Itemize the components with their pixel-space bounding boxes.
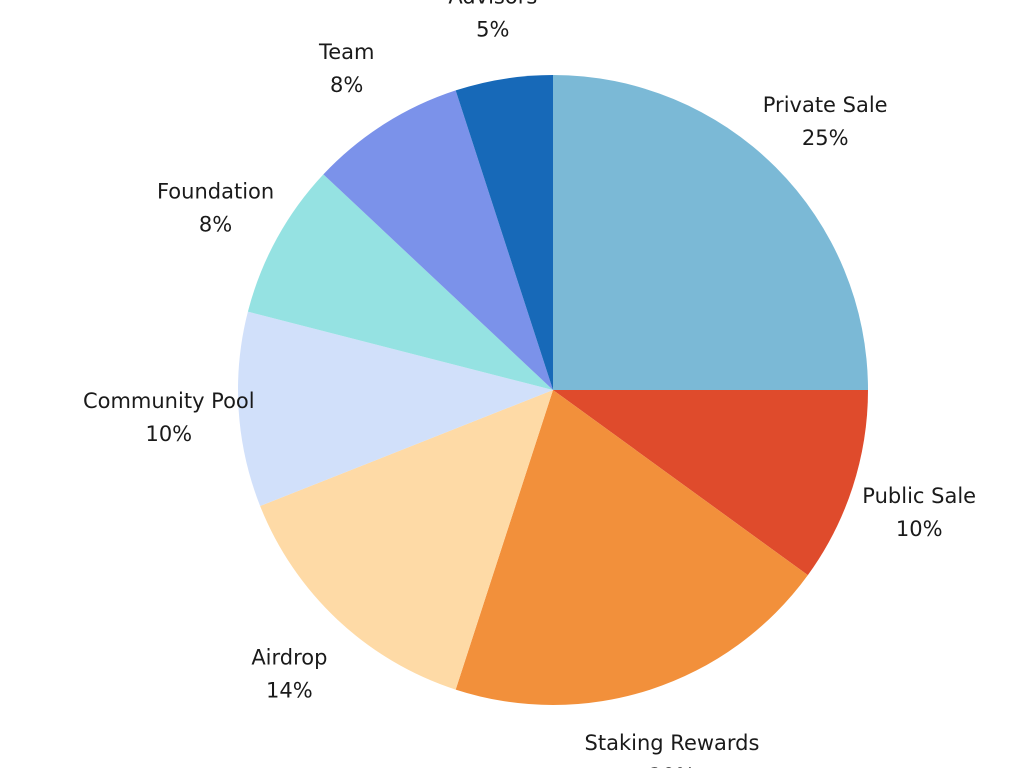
slice-value-staking-rewards: 20% xyxy=(649,764,696,768)
slice-label-team: Team xyxy=(318,40,375,64)
slice-advisors xyxy=(455,75,553,390)
slice-value-airdrop: 14% xyxy=(266,679,313,703)
pie-slices xyxy=(238,75,868,705)
slice-value-community-pool: 10% xyxy=(145,422,192,446)
slice-label-airdrop: Airdrop xyxy=(251,646,327,670)
slice-value-foundation: 8% xyxy=(199,213,232,237)
slice-label-advisors: Advisors xyxy=(448,0,537,9)
slice-private-sale xyxy=(553,75,868,390)
slice-public-sale xyxy=(553,390,868,576)
slice-value-public-sale: 10% xyxy=(896,517,943,541)
slice-staking-rewards xyxy=(455,390,808,705)
slice-airdrop xyxy=(260,390,553,690)
slice-label-foundation: Foundation xyxy=(157,180,274,204)
slice-value-advisors: 5% xyxy=(476,18,509,42)
slice-label-public-sale: Public Sale xyxy=(862,484,976,508)
slice-label-private-sale: Private Sale xyxy=(763,93,888,117)
slice-value-team: 8% xyxy=(330,73,363,97)
slice-foundation xyxy=(247,174,553,390)
slice-community-pool xyxy=(238,311,553,506)
slice-value-private-sale: 25% xyxy=(802,126,849,150)
slice-label-community-pool: Community Pool xyxy=(83,389,255,413)
pie-labels: Private Sale 25% Public Sale 10% Staking Rew… xyxy=(83,0,976,768)
slice-label-staking-rewards: Staking Rewards xyxy=(585,731,760,755)
slice-team xyxy=(323,90,553,391)
